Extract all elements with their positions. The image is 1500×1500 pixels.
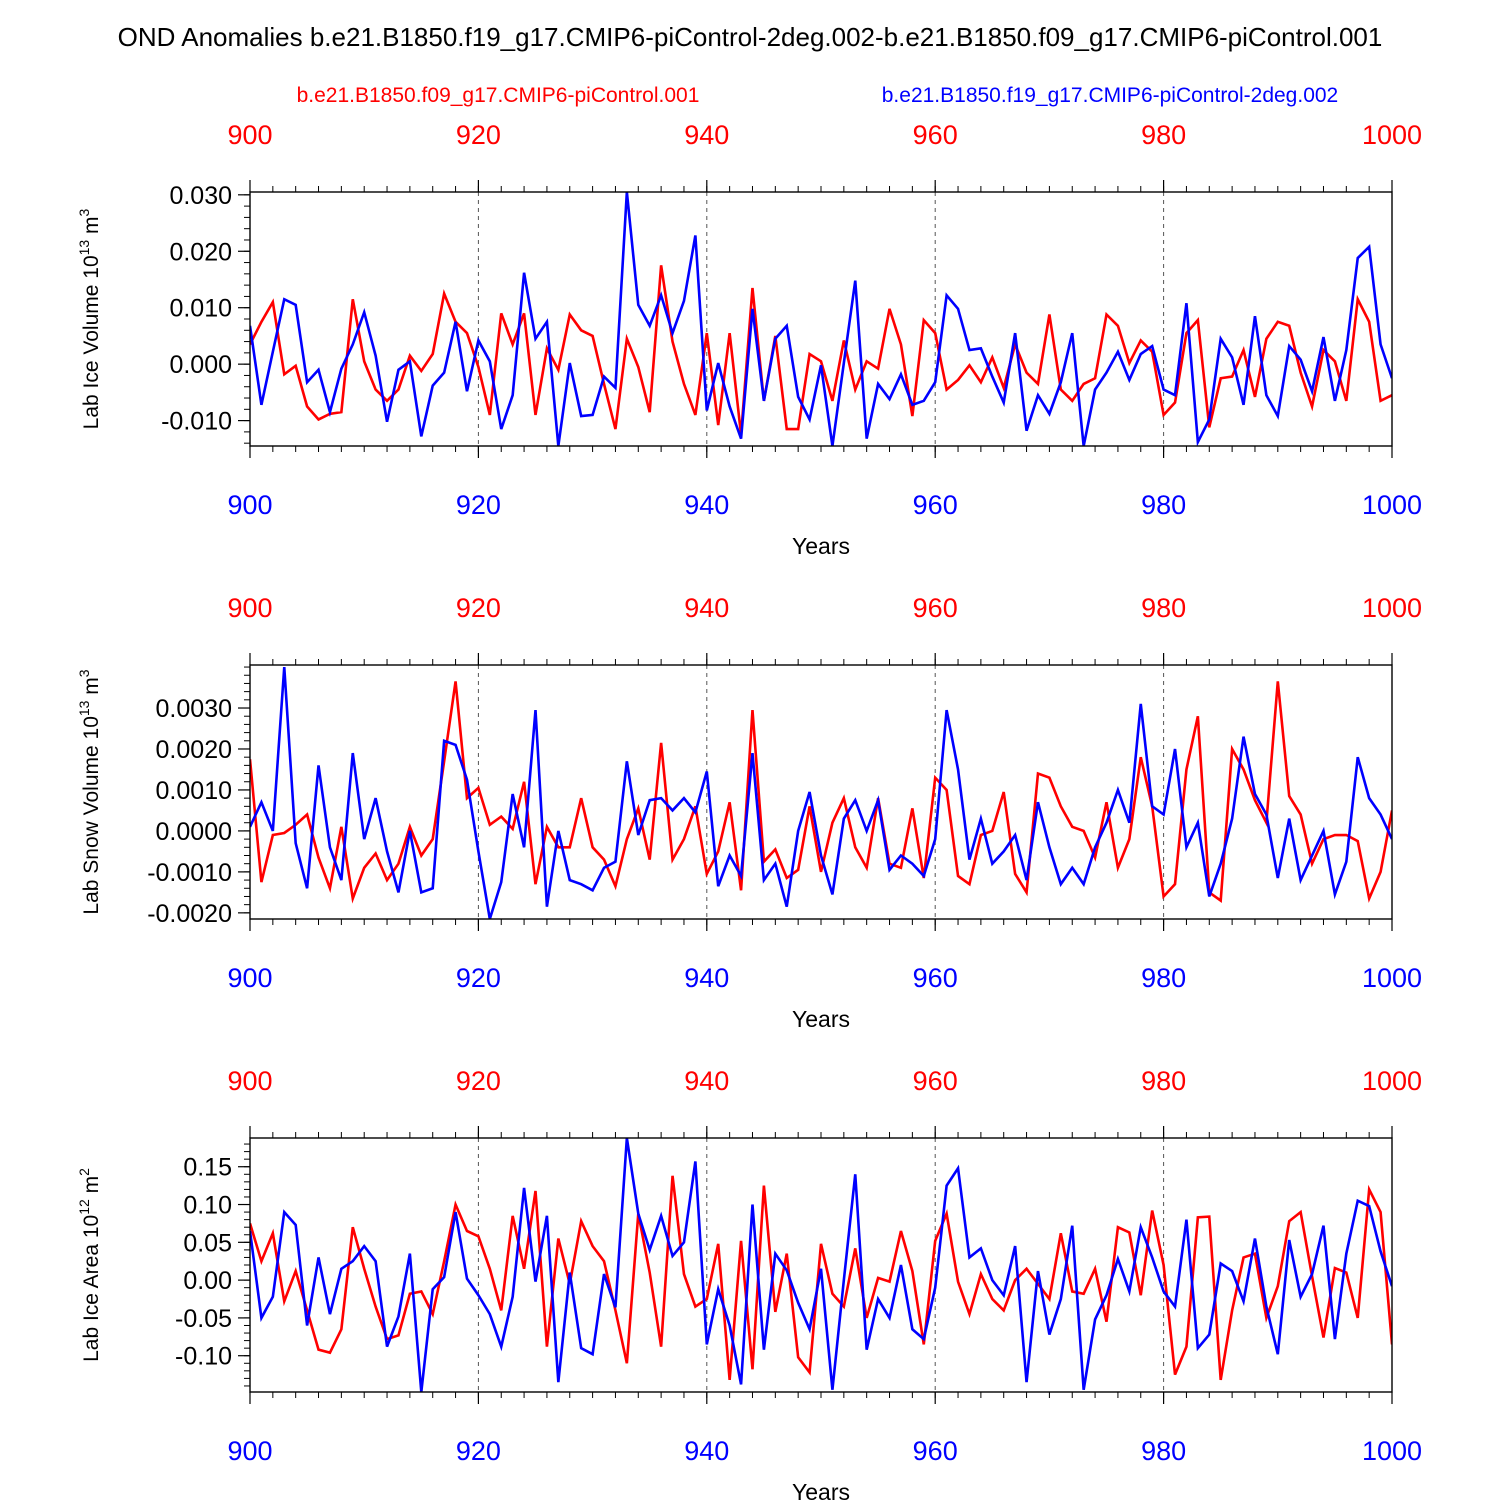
x-tick-label-top: 900 [227,593,272,623]
y-tick-label: 0.000 [169,351,232,379]
x-tick-label-bottom: 940 [684,490,729,520]
x-tick-label-top: 920 [456,120,501,150]
figure-title: OND Anomalies b.e21.B1850.f19_g17.CMIP6-… [118,22,1383,52]
x-tick-label-bottom: 900 [227,490,272,520]
y-tick-label: -0.0020 [147,900,232,928]
x-tick-label-top: 960 [913,120,958,150]
x-tick-label-top: 980 [1141,120,1186,150]
x-tick-label-bottom: 940 [684,963,729,993]
x-tick-label-top: 940 [684,1066,729,1096]
chart-panel-3: -0.10 -0.05 0.00 0.05 0.10 0.15 900 900 920 920 94… [76,1066,1422,1500]
x-tick-label-bottom: 1000 [1362,963,1422,993]
series-line-blue [250,666,1392,919]
x-tick-label-bottom: 920 [456,1436,501,1466]
y-tick-label: 0.05 [183,1229,232,1257]
y-axis-label: Lab Snow Volume 1013 m3 [76,669,103,914]
plot-frame [249,191,1393,447]
y-tick-label: 0.0000 [156,818,232,846]
x-tick-label-bottom: 920 [456,963,501,993]
x-axis-label: Years [792,1006,850,1032]
chart-panels: -0.010 0.000 0.010 0.020 0.030 900 900 920 920 94… [76,120,1422,1500]
x-tick-label-top: 960 [913,1066,958,1096]
x-axis-label: Years [792,1479,850,1500]
y-tick-label: 0.020 [169,238,232,266]
x-tick-label-bottom: 940 [684,1436,729,1466]
x-tick-label-bottom: 920 [456,490,501,520]
x-tick-label-top: 920 [456,1066,501,1096]
y-tick-label: -0.0010 [147,859,232,887]
x-tick-label-top: 940 [684,120,729,150]
y-tick-label: 0.030 [169,182,232,210]
legend-blue-label: b.e21.B1850.f19_g17.CMIP6-piControl-2deg… [882,84,1338,107]
y-tick-label: 0.0020 [156,736,232,764]
series-line-red [250,1175,1392,1381]
x-tick-label-bottom: 980 [1141,490,1186,520]
y-axis-label: Lab Ice Area 1012 m2 [76,1168,103,1362]
y-axis-label: Lab Ice Volume 1013 m3 [76,208,103,429]
x-tick-label-top: 920 [456,593,501,623]
plot-frame [249,664,1393,920]
y-tick-label: 0.00 [183,1267,232,1295]
x-tick-label-top: 1000 [1362,1066,1422,1096]
x-tick-label-top: 980 [1141,1066,1186,1096]
y-tick-label: -0.10 [175,1343,232,1371]
x-tick-label-bottom: 960 [913,963,958,993]
series-line-red [250,681,1392,904]
x-tick-label-bottom: 1000 [1362,1436,1422,1466]
x-tick-label-bottom: 900 [227,963,272,993]
series-line-blue [250,192,1392,446]
x-tick-label-bottom: 900 [227,1436,272,1466]
x-tick-label-top: 960 [913,593,958,623]
y-tick-label: -0.010 [161,408,232,436]
x-tick-label-top: 980 [1141,593,1186,623]
y-tick-label: 0.0010 [156,777,232,805]
chart-panel-2: -0.0020 -0.0010 0.0000 0.0010 0.0020 0.0030 90… [76,593,1422,1032]
x-tick-label-top: 940 [684,593,729,623]
y-tick-label: 0.15 [183,1154,232,1182]
x-tick-label-bottom: 980 [1141,1436,1186,1466]
x-tick-label-bottom: 980 [1141,963,1186,993]
x-tick-label-bottom: 1000 [1362,490,1422,520]
x-tick-label-top: 900 [227,1066,272,1096]
legend-red-label: b.e21.B1850.f09_g17.CMIP6-piControl.001 [297,84,700,107]
chart-panel-1: -0.010 0.000 0.010 0.020 0.030 900 900 920 920 94… [76,120,1422,559]
plot-frame [249,1137,1393,1393]
series-line-blue [250,1138,1392,1392]
x-tick-label-bottom: 960 [913,1436,958,1466]
x-tick-label-bottom: 960 [913,490,958,520]
x-tick-label-top: 1000 [1362,593,1422,623]
x-tick-label-top: 1000 [1362,120,1422,150]
y-tick-label: 0.10 [183,1192,232,1220]
x-axis-label: Years [792,533,850,559]
y-tick-label: 0.010 [169,295,232,323]
x-tick-label-top: 900 [227,120,272,150]
series-line-red [250,265,1392,435]
y-tick-label: 0.0030 [156,695,232,723]
y-tick-label: -0.05 [175,1305,232,1333]
